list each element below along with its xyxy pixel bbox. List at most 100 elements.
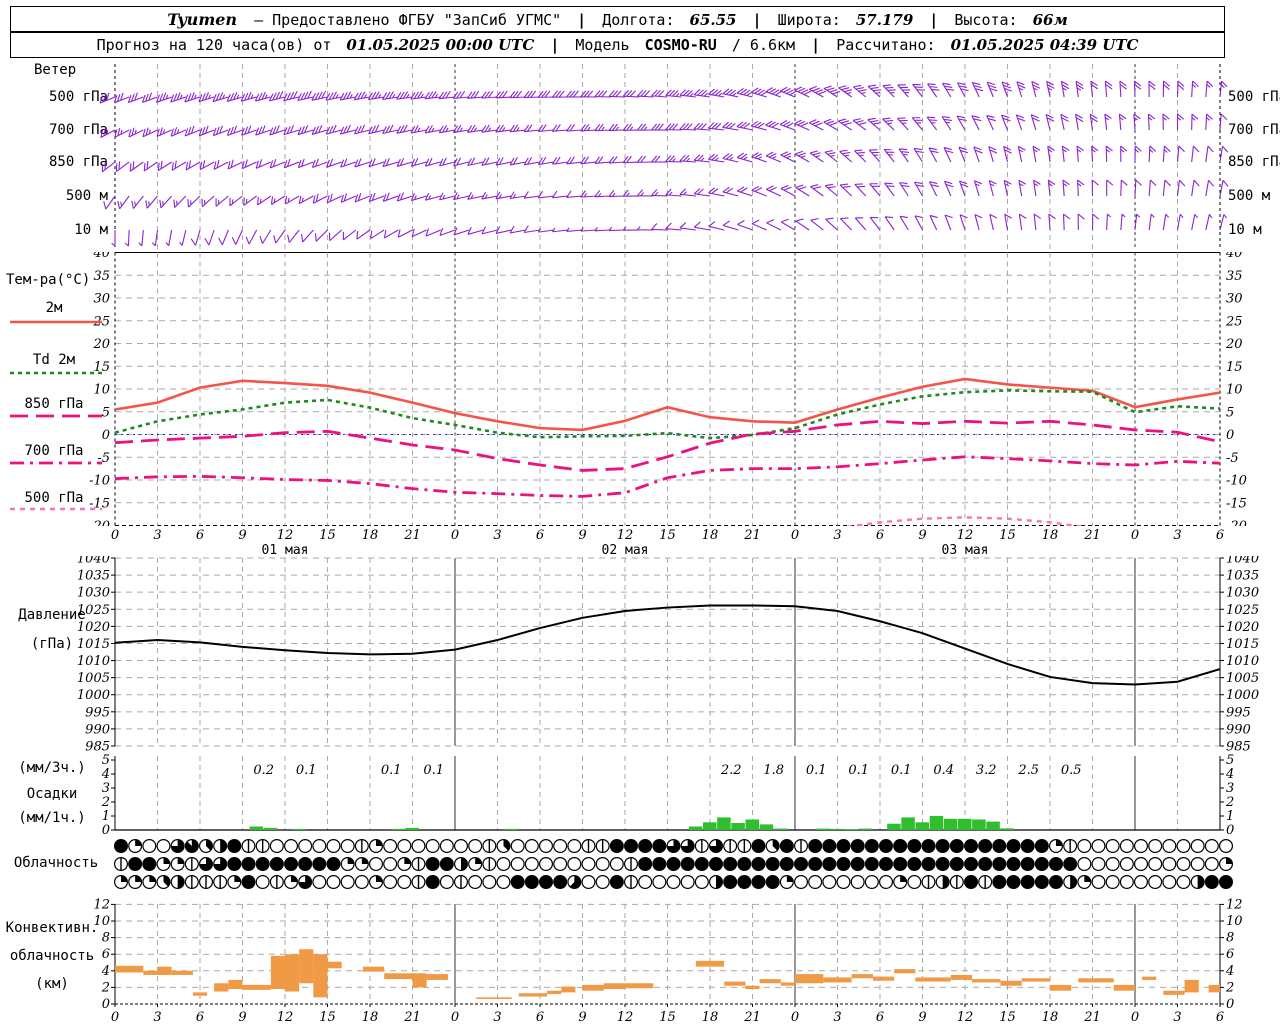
svg-text:6: 6 [1226,947,1234,962]
svg-text:2: 2 [101,980,110,995]
precip-3h-label: 0.1 [381,763,402,778]
cloud-row-upper [113,838,1233,854]
convective-bar [1142,976,1157,980]
svg-text:995: 995 [85,705,110,720]
precip-bar [405,827,419,830]
precip-3h-label: 0.4 [933,763,954,778]
convective-bar [851,974,873,979]
precip-bar [249,826,264,830]
convective-bar [242,984,271,990]
svg-text:12: 12 [277,528,294,543]
svg-text:1025: 1025 [1226,603,1259,618]
svg-text:9: 9 [238,1010,246,1024]
svg-text:0: 0 [1226,428,1234,443]
svg-text:12: 12 [93,897,110,912]
legend-line-sample [10,320,102,324]
svg-text:0: 0 [1131,528,1139,543]
svg-text:1030: 1030 [1226,586,1259,601]
precip-3h-label: 0.1 [806,763,827,778]
svg-text:6: 6 [876,528,884,543]
svg-text:25: 25 [1225,314,1243,329]
convective-bar [582,984,604,991]
svg-text:40: 40 [1225,252,1243,261]
wind-level-label-700hpa-right: 700 гПа [1228,122,1280,138]
svg-text:21: 21 [1083,1010,1101,1024]
svg-text:12: 12 [957,528,974,543]
convective-bar [1163,990,1185,995]
precip-bar [504,828,519,830]
hour-axis-labels: 0 3 6 9 12 15 18 21 0 3 6 9 12 15 18 21 0 3 6 9 12 15 18 21 0 3 6 0… [111,528,1224,558]
svg-text:1010: 1010 [1226,654,1259,669]
svg-text:1020: 1020 [1226,620,1259,635]
svg-text:2: 2 [1225,980,1234,995]
svg-text:0: 0 [451,528,459,543]
convective-bar [143,970,158,975]
convective-bar [1113,984,1135,991]
svg-text:18: 18 [1042,528,1059,543]
precip-units-1h: (мм/1ч.) [18,810,86,826]
svg-text:21: 21 [1083,528,1101,543]
precip-3h-label: 0.5 [1061,763,1082,778]
svg-text:-20: -20 [1226,519,1247,526]
precip-3h-label: 2.2 [720,763,742,778]
svg-text:8: 8 [1226,931,1234,946]
svg-text:4: 4 [1225,964,1234,979]
legend-line-sample [10,371,102,375]
svg-text:8: 8 [102,931,110,946]
convective-bar [327,961,342,969]
convective-bar [872,976,895,981]
provided-by: — Предоставлено ФГБУ "ЗапСиб УГМС" [254,11,562,29]
svg-text:-15: -15 [1226,496,1247,511]
wind-level-label-700hpa: 700 гПа [48,122,108,138]
wind-barb-row [111,213,1227,247]
svg-text:-20: -20 [89,519,110,526]
convective-bar [299,949,314,984]
pressure-panel: 1040 1040 1035 1035 1030 1030 1025 1025 1020 1020… [77,556,1259,753]
wind-level-label-500hpa: 500 гПа [48,89,108,105]
svg-text:6: 6 [1216,528,1224,543]
convective-bar [561,986,576,993]
svg-text:0: 0 [1226,997,1234,1008]
svg-text:2: 2 [1225,795,1234,810]
precip-units-3h: (мм/3ч.) [18,760,86,776]
svg-text:1020: 1020 [77,620,110,635]
wind-barb-row [103,179,1229,210]
svg-text:15: 15 [659,1010,676,1024]
svg-text:3: 3 [833,1010,841,1024]
svg-text:990: 990 [85,722,110,737]
precip-bar [731,823,745,830]
svg-text:985: 985 [1226,740,1251,753]
svg-text:1000: 1000 [77,688,110,703]
model-name: COSMO-RU [644,36,717,54]
svg-text:0: 0 [791,528,799,543]
precip-bar [915,822,929,830]
svg-text:1040: 1040 [1226,556,1259,567]
convective-bar [795,974,824,984]
svg-text:-5: -5 [1226,451,1239,466]
wind-level-label-10m: 10 м [74,222,108,238]
svg-text:3: 3 [1173,1010,1181,1024]
svg-text:12: 12 [617,528,634,543]
svg-text:15: 15 [659,528,676,543]
cloudiness-title: Облачность [13,855,99,871]
convective-bar [384,973,413,980]
convective-bar [214,983,229,992]
lat-label: Широта: [777,11,841,29]
convective-bar [823,977,852,983]
wind-level-label-500m-right: 500 м [1228,188,1271,204]
svg-text:1000: 1000 [1226,688,1259,703]
model-label: Модель [575,36,630,54]
svg-text:21: 21 [743,1010,761,1024]
precip-bar [717,817,731,830]
svg-text:18: 18 [362,528,379,543]
precip-bar [986,821,1000,830]
legend-line-sample [10,414,102,418]
pressure-units: (гПа) [30,636,74,652]
alt-value: 66м [1032,11,1068,29]
svg-text:4: 4 [101,964,110,979]
lon-label: Долгота: [602,11,675,29]
svg-text:10: 10 [93,914,110,929]
svg-text:35: 35 [93,269,110,284]
